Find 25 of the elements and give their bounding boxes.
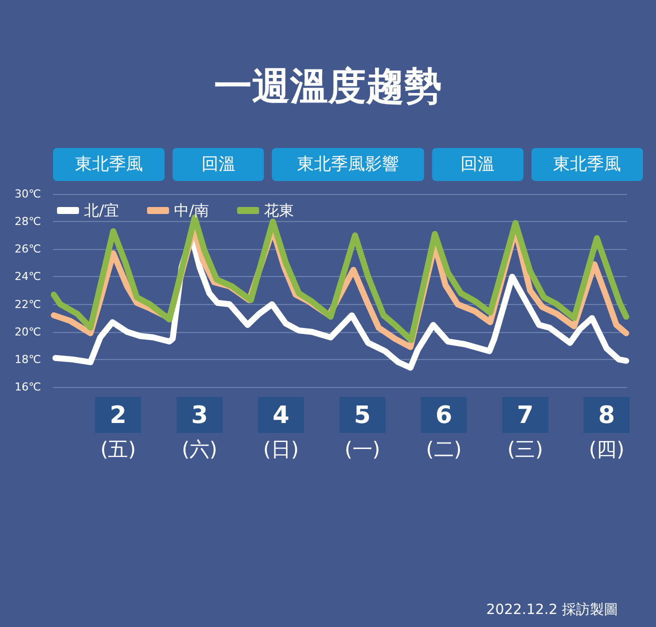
x-tick-label: 8 (四) — [588, 401, 624, 461]
x-tick-label: 2 (五) — [100, 401, 136, 461]
text: 東北季風 — [74, 154, 143, 174]
legend-label: 中/南 — [174, 202, 210, 220]
legend-label: 花東 — [264, 202, 294, 220]
y-tick-label: 16℃ — [14, 380, 41, 394]
y-tick-label: 30℃ — [14, 188, 41, 200]
text: 東北季風影響 — [297, 154, 399, 174]
text: 回溫 — [201, 154, 236, 174]
legend-label: 北/宜 — [84, 202, 120, 220]
y-tick-label: 24℃ — [14, 270, 41, 284]
x-tick-label: 7 (三) — [507, 401, 544, 461]
y-tick-label: 26℃ — [14, 242, 41, 256]
text: 東北季風 — [553, 154, 622, 174]
chart-title: 一週溫度趨勢 — [214, 64, 442, 108]
text: 回溫 — [460, 154, 495, 174]
x-tick-label: 5 (一) — [344, 401, 380, 461]
x-tick-label: 3 (六) — [182, 401, 218, 461]
y-tick-label: 18℃ — [14, 352, 41, 366]
x-tick-label: 4 (日) — [263, 401, 299, 461]
x-tick-label: 6 (二) — [426, 401, 462, 461]
y-tick-label: 22℃ — [14, 298, 41, 311]
text: 2022.12.2 採訪製圖 — [486, 602, 618, 618]
y-tick-label: 20℃ — [14, 325, 41, 338]
y-tick-label: 28℃ — [14, 215, 41, 228]
